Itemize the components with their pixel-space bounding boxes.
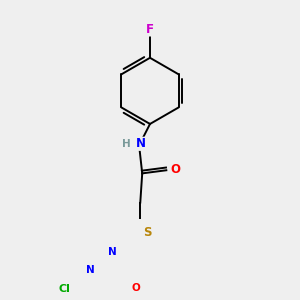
Text: N: N: [136, 137, 146, 150]
Text: N: N: [86, 265, 95, 275]
Text: S: S: [143, 226, 152, 239]
Text: N: N: [108, 247, 117, 256]
Text: F: F: [146, 23, 154, 36]
Text: Cl: Cl: [58, 284, 70, 294]
Text: O: O: [131, 283, 140, 293]
Text: H: H: [122, 139, 131, 149]
Text: O: O: [170, 163, 180, 176]
